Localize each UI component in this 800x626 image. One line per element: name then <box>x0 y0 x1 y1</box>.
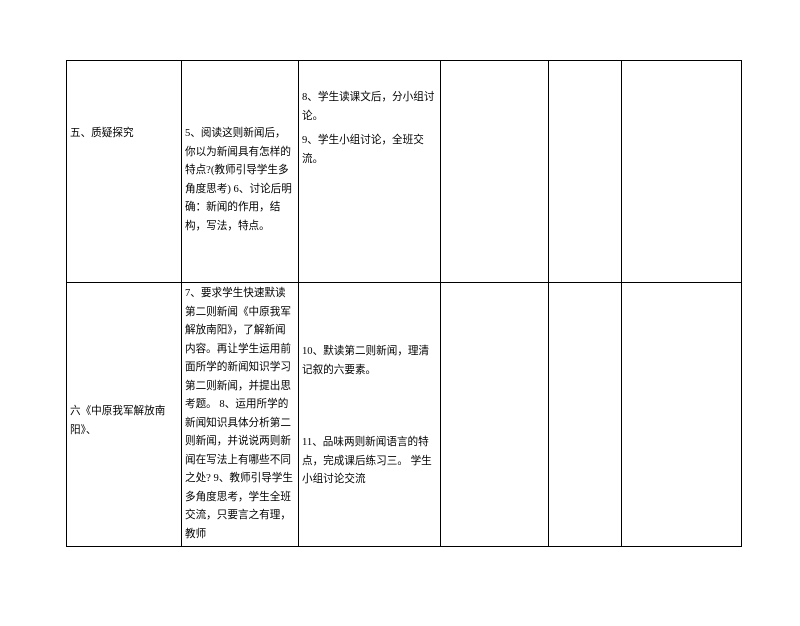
cell-empty <box>441 61 549 283</box>
cell-section-title: 五、质疑探究 <box>67 61 182 283</box>
cell-teacher-activity: 7、要求学生快速默读第二则新闻《中原我军解放南阳》，了解新闻内容。再让学生运用前… <box>182 283 299 547</box>
text: 7、要求学生快速默读第二则新闻《中原我军解放南阳》，了解新闻内容。再让学生运用前… <box>185 285 295 544</box>
cell-empty <box>549 283 622 547</box>
text: 11、品味两则新闻语言的特点，完成课后练习三。 学生小组讨论交流 <box>302 380 437 490</box>
text: 六《中原我军解放南阳》、 <box>70 285 178 440</box>
text: 10、默读第二则新闻，理清记叙的六要素。 <box>302 285 437 380</box>
table-row: 六《中原我军解放南阳》、 7、要求学生快速默读第二则新闻《中原我军解放南阳》，了… <box>67 283 742 547</box>
text: 9、学生小组讨论，全班交流。 <box>302 126 437 169</box>
cell-empty <box>549 61 622 283</box>
cell-empty <box>441 283 549 547</box>
cell-student-activity: 10、默读第二则新闻，理清记叙的六要素。 11、品味两则新闻语言的特点，完成课后… <box>299 283 441 547</box>
table-row: 五、质疑探究 5、阅读这则新闻后，你以为新闻具有怎样的特点?(教师引导学生多角度… <box>67 61 742 283</box>
document-page: 五、质疑探究 5、阅读这则新闻后，你以为新闻具有怎样的特点?(教师引导学生多角度… <box>0 60 800 626</box>
cell-section-title: 六《中原我军解放南阳》、 <box>67 283 182 547</box>
cell-teacher-activity: 5、阅读这则新闻后，你以为新闻具有怎样的特点?(教师引导学生多角度思考) 6、讨… <box>182 61 299 283</box>
cell-empty <box>622 61 742 283</box>
lesson-plan-table: 五、质疑探究 5、阅读这则新闻后，你以为新闻具有怎样的特点?(教师引导学生多角度… <box>66 60 742 547</box>
cell-empty <box>622 283 742 547</box>
cell-student-activity: 8、学生读课文后，分小组讨论。 9、学生小组讨论，全班交流。 <box>299 61 441 283</box>
text: 5、阅读这则新闻后，你以为新闻具有怎样的特点?(教师引导学生多角度思考) 6、讨… <box>185 63 295 236</box>
text: 8、学生读课文后，分小组讨论。 <box>302 63 437 126</box>
text: 五、质疑探究 <box>70 63 178 144</box>
